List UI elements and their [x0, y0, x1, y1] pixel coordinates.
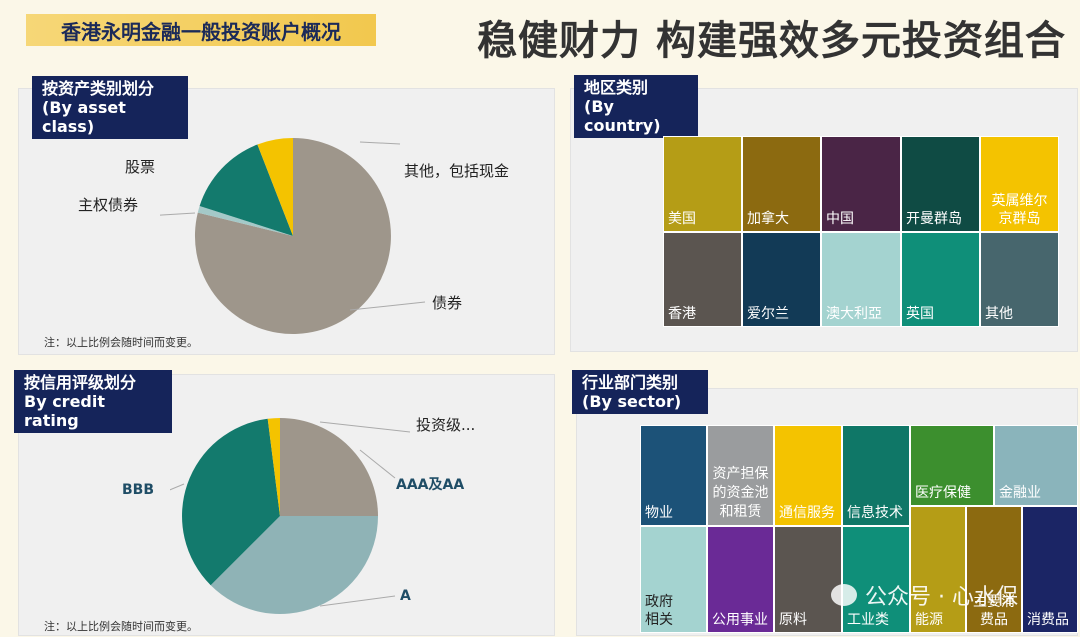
sector-cell-healthcare: 医疗保健 [910, 425, 994, 506]
country-cell-other: 其他 [980, 232, 1059, 327]
label-bbb: BBB [122, 482, 155, 498]
credit-rating-note: 注：以上比例会随时间而变更。 [44, 620, 198, 633]
sector-cell-government-label: 政府相关 [645, 594, 673, 628]
wechat-icon [831, 584, 858, 606]
sector-cell-comms: 通信服务 [774, 425, 842, 526]
label-aaa-aa: AAA及AA [396, 477, 465, 493]
sector-cell-healthcare-label: 医疗保健 [915, 485, 971, 501]
watermark-text: 公众号 · 心水保 [865, 585, 1018, 610]
sector-cell-comms-label: 通信服务 [779, 505, 835, 521]
country-cell-uk-label: 英国 [906, 306, 934, 322]
leader-line-bonds [349, 301, 426, 311]
sector-cell-utilities: 公用事业 [707, 526, 774, 633]
watermark: 公众号 · 心水保 [831, 579, 1018, 611]
sector-cell-utilities-label: 公用事业 [712, 612, 768, 628]
pie-slice-sovereign [197, 206, 293, 236]
sector-cell-consumer-label: 消费品 [1027, 612, 1069, 628]
pie-slice-stocks [199, 144, 293, 236]
asset-class-pie [160, 137, 426, 334]
country-cell-bvi: 英属维尔京群岛 [980, 136, 1059, 232]
sector-cell-energy: 能源 [910, 506, 966, 633]
sector-cell-consumer-staples: 主要消费品 [966, 506, 1022, 633]
sector-tag-line1: 行业部门类别 [582, 373, 679, 392]
label-sovereign: 主权债券 [78, 196, 139, 214]
asset-class-tag: 按资产类别划分 (By asset class) [32, 76, 188, 139]
pie-slice-investment [267, 418, 280, 516]
header-left-title: 香港永明金融一般投资账户概况 [26, 14, 376, 46]
country-cell-hongkong-label: 香港 [668, 306, 696, 322]
leader-line-a [319, 595, 396, 607]
label-stocks: 股票 [125, 158, 156, 176]
credit-rating-tag-line2: By credit rating [24, 392, 106, 430]
leader-line-aaa [359, 449, 396, 479]
country-cell-hongkong: 香港 [663, 232, 742, 327]
sector-cell-abs-label: 资产担保的资金池和租赁 [712, 466, 769, 520]
country-cell-china: 中国 [821, 136, 901, 232]
sector-cell-energy-label: 能源 [915, 612, 943, 628]
pie-slice-a [210, 516, 378, 615]
country-cell-other-label: 其他 [985, 306, 1013, 322]
sector-cell-property: 物业 [640, 425, 707, 526]
asset-class-note: 注：以上比例会随时间而变更。 [44, 336, 198, 349]
credit-rating-tag: 按信用评级划分 By credit rating [14, 370, 172, 433]
sector-cell-abs: 资产担保的资金池和租赁 [707, 425, 774, 526]
credit-rating-tag-line1: 按信用评级划分 [24, 373, 137, 392]
sector-cell-materials: 原料 [774, 526, 842, 633]
sector-cell-it: 信息技术 [842, 425, 910, 526]
label-investment-grade: 投资级... [416, 416, 476, 434]
pie-slice-cash [257, 137, 293, 236]
country-cell-us: 美国 [663, 136, 742, 232]
sector-cell-industrials: 工业类 [842, 526, 910, 633]
header-right-title: 稳健财力 构建强效多元投资组合 [477, 18, 1066, 64]
sector-cell-industrials-label: 工业类 [847, 612, 889, 628]
pie-slice-bbb [182, 418, 280, 586]
leader-line-bbb [170, 483, 185, 491]
pie-slice-aaa [280, 418, 378, 516]
country-cell-australia: 澳大利亞 [821, 232, 901, 327]
country-cell-canada: 加拿大 [742, 136, 821, 232]
sector-cell-materials-label: 原料 [779, 612, 807, 628]
sector-cell-it-label: 信息技术 [847, 505, 903, 521]
country-cell-ireland-label: 爱尔兰 [747, 306, 789, 322]
country-cell-cayman: 开曼群岛 [901, 136, 980, 232]
country-cell-canada-label: 加拿大 [747, 211, 789, 227]
label-a: A [400, 588, 411, 604]
country-cell-china-label: 中国 [826, 211, 854, 227]
sector-cell-consumer-staples-label: 主要消费品 [973, 594, 1015, 628]
sector-tag-line2: (By sector) [582, 392, 682, 411]
country-tag-line1: 地区类别 [584, 78, 649, 97]
sector-treemap: 物业 资产担保的资金池和租赁 通信服务 信息技术 医疗保健 金融业 政府相关 公… [640, 425, 1078, 633]
sector-cell-financials: 金融业 [994, 425, 1078, 506]
asset-class-tag-line2: (By asset class) [42, 98, 126, 136]
sector-tag: 行业部门类别 (By sector) [572, 370, 708, 414]
asset-class-tag-line1: 按资产类别划分 [42, 79, 155, 98]
pie-slice-other [194, 138, 391, 334]
label-other: 其他，包括现金 [404, 162, 510, 180]
credit-rating-pie [170, 418, 411, 615]
country-cell-australia-label: 澳大利亞 [826, 306, 882, 322]
country-cell-us-label: 美国 [668, 211, 696, 227]
sector-cell-consumer: 消费品 [1022, 506, 1078, 633]
country-tag: 地区类别 (By country) [574, 75, 698, 138]
country-cell-uk: 英国 [901, 232, 980, 327]
country-cell-ireland: 爱尔兰 [742, 232, 821, 327]
country-treemap: 美国 加拿大 中国 开曼群岛 英属维尔京群岛 香港 爱尔兰 澳大利亞 英国 其他 [663, 136, 1059, 327]
sector-cell-government: 政府相关 [640, 526, 707, 633]
country-cell-bvi-label: 英属维尔京群岛 [991, 193, 1048, 227]
sector-cell-property-label: 物业 [645, 505, 673, 521]
sector-cell-financials-label: 金融业 [999, 485, 1041, 501]
country-tag-line2: (By country) [584, 97, 661, 135]
label-bonds: 债券 [432, 294, 463, 312]
leader-line-investment [319, 421, 411, 433]
country-cell-cayman-label: 开曼群岛 [906, 211, 962, 227]
leader-line-sovereign [160, 212, 196, 216]
leader-line-other [359, 141, 401, 145]
